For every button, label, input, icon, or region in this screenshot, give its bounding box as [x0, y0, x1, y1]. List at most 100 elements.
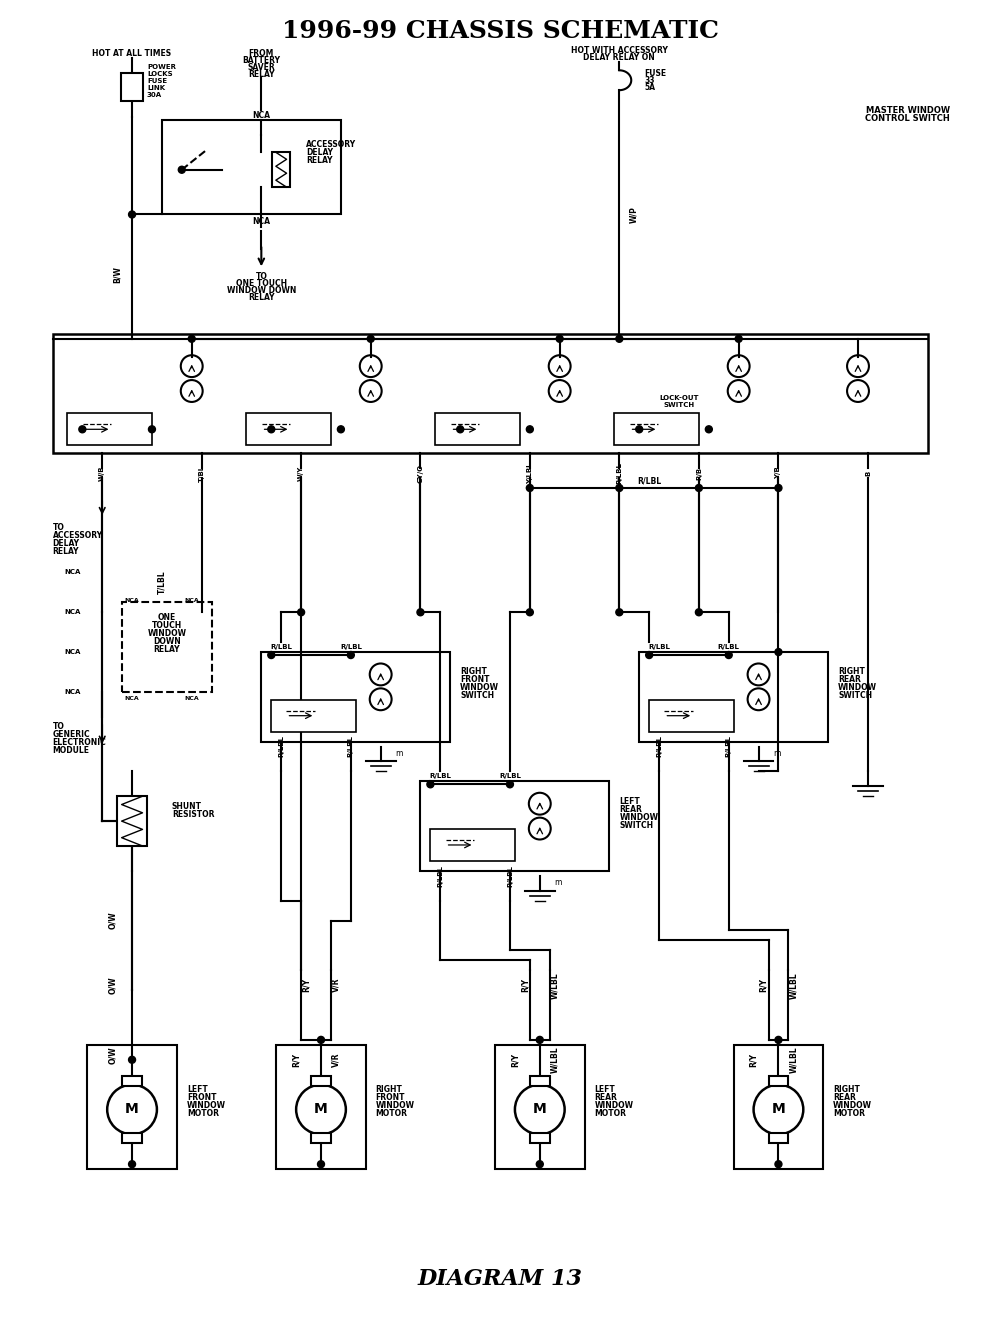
Circle shape	[616, 336, 623, 342]
Text: RELAY: RELAY	[306, 156, 333, 165]
Text: NCA: NCA	[252, 111, 270, 119]
Text: DOWN: DOWN	[274, 714, 295, 719]
Bar	[639, 652, 828, 742]
Circle shape	[616, 609, 623, 616]
Text: W/LBL: W/LBL	[550, 1047, 559, 1073]
Bar	[261, 652, 450, 742]
Circle shape	[367, 336, 374, 342]
Text: RIGHT: RIGHT	[833, 1085, 860, 1095]
Text: UP: UP	[319, 714, 327, 719]
Text: RELAY: RELAY	[52, 547, 79, 557]
Circle shape	[695, 609, 702, 616]
Bar	[769, 1076, 788, 1085]
Text: W/Y: W/Y	[298, 465, 304, 481]
Text: DOWN: DOWN	[153, 637, 181, 645]
Text: RELAY: RELAY	[248, 292, 275, 301]
Text: m: m	[773, 750, 781, 758]
Circle shape	[506, 781, 513, 788]
Text: RELAY: RELAY	[248, 70, 275, 79]
Text: BATTERY: BATTERY	[242, 56, 280, 65]
Text: R/LBL: R/LBL	[429, 773, 451, 780]
Text: WINDOW: WINDOW	[619, 813, 658, 822]
Text: MOTOR: MOTOR	[187, 1109, 219, 1118]
Circle shape	[417, 609, 424, 616]
Text: WINDOW DOWN: WINDOW DOWN	[227, 286, 296, 295]
Text: WINDOW: WINDOW	[594, 1101, 633, 1110]
Text: HOT AT ALL TIMES: HOT AT ALL TIMES	[92, 49, 172, 58]
Text: m: m	[555, 878, 562, 887]
Circle shape	[705, 426, 712, 432]
Circle shape	[178, 167, 185, 173]
Text: WINDOW: WINDOW	[838, 683, 877, 693]
Text: Y/LBL: Y/LBL	[527, 463, 533, 484]
Circle shape	[318, 1036, 324, 1043]
Text: DELAY: DELAY	[52, 539, 80, 549]
Circle shape	[129, 1161, 136, 1167]
Circle shape	[268, 652, 275, 658]
Text: WINDOW: WINDOW	[187, 1101, 226, 1110]
Text: UP: UP	[697, 714, 705, 719]
Text: FRONT: FRONT	[187, 1093, 216, 1103]
Circle shape	[129, 1056, 136, 1063]
Bar	[311, 1076, 331, 1085]
Text: V/R: V/R	[331, 1052, 340, 1067]
Circle shape	[148, 426, 155, 432]
Bar	[162, 120, 341, 214]
Circle shape	[616, 484, 623, 492]
Text: R/LBL: R/LBL	[648, 644, 670, 650]
Bar	[122, 1133, 142, 1144]
Text: DOWN: DOWN	[433, 843, 454, 847]
Text: R/LBL: R/LBL	[656, 735, 662, 758]
Text: Y/B: Y/B	[775, 467, 781, 480]
Text: m: m	[396, 750, 403, 758]
Text: W/LBL: W/LBL	[789, 972, 798, 998]
Text: O/W: O/W	[108, 1046, 117, 1064]
Text: UP: UP	[294, 427, 302, 432]
Text: REAR: REAR	[838, 676, 861, 685]
Bar	[649, 699, 734, 731]
Text: R/LBL: R/LBL	[507, 865, 513, 887]
Text: RIGHT: RIGHT	[376, 1085, 403, 1095]
Text: NCA: NCA	[64, 609, 81, 615]
Text: FROM: FROM	[249, 49, 274, 58]
Text: R/Y: R/Y	[302, 978, 311, 993]
Text: M: M	[125, 1103, 139, 1117]
Text: R/LBL: R/LBL	[340, 644, 362, 650]
Circle shape	[536, 1036, 543, 1043]
Text: UP: UP	[662, 427, 670, 432]
Bar	[122, 1076, 142, 1085]
Text: UP: UP	[478, 843, 486, 847]
Text: NCA: NCA	[64, 570, 81, 575]
Bar	[420, 781, 609, 871]
Circle shape	[526, 484, 533, 492]
Text: NCA: NCA	[252, 217, 270, 226]
Bar	[435, 414, 520, 446]
Text: WINDOW: WINDOW	[833, 1101, 872, 1110]
Text: R/Y: R/Y	[292, 1052, 301, 1067]
Text: FRONT: FRONT	[460, 676, 490, 685]
Bar	[430, 829, 515, 861]
Text: LOCK-OUT: LOCK-OUT	[659, 395, 699, 402]
Circle shape	[268, 426, 275, 432]
Text: LEFT: LEFT	[594, 1085, 615, 1095]
Text: M: M	[772, 1103, 785, 1117]
Text: POWER: POWER	[147, 65, 176, 70]
Text: DOWN: DOWN	[249, 427, 270, 432]
Circle shape	[556, 336, 563, 342]
Text: LINK: LINK	[147, 85, 165, 91]
Text: GENERIC: GENERIC	[52, 730, 90, 739]
Text: NCA: NCA	[125, 697, 139, 701]
Circle shape	[337, 426, 344, 432]
Circle shape	[515, 1084, 565, 1134]
Text: RIGHT: RIGHT	[460, 668, 487, 677]
Text: MASTER WINDOW: MASTER WINDOW	[866, 106, 950, 115]
Text: R/LBL: R/LBL	[718, 644, 740, 650]
Text: LOCKS: LOCKS	[147, 71, 173, 77]
Text: T/BL: T/BL	[199, 464, 205, 481]
Text: HOT WITH ACCESSORY: HOT WITH ACCESSORY	[571, 46, 668, 56]
Text: ACCESSORY: ACCESSORY	[52, 531, 103, 541]
Text: R/LBL: R/LBL	[270, 644, 292, 650]
Text: R/LBL: R/LBL	[437, 865, 443, 887]
Circle shape	[107, 1084, 157, 1134]
Text: ONE: ONE	[158, 612, 176, 621]
